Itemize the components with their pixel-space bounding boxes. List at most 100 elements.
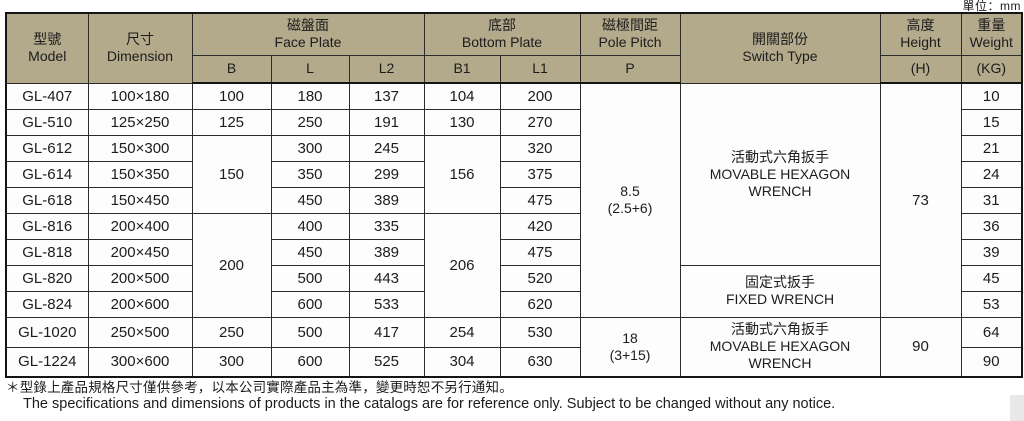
cell-l1: 620 [499, 290, 581, 318]
cell-kg: 24 [960, 160, 1023, 188]
header-face-plate: 磁盤面 Face Plate [191, 12, 425, 56]
cell-p: 18 (3+15) [579, 316, 681, 378]
cell-l: 500 [270, 316, 350, 348]
subheader-h: (H) [879, 54, 962, 84]
cell-kg: 64 [960, 316, 1023, 348]
cell-b: 200 [191, 212, 272, 318]
unit-label: 單位：mm [962, 0, 1021, 13]
cell-l: 600 [270, 290, 350, 318]
table-row: GL-820 200×500 500 443 520 固定式扳手 FIXED WRENCH 4… [5, 264, 1023, 318]
header-bottom-plate: 底部 Bottom Plate [423, 12, 581, 56]
subheader-p: P [579, 54, 681, 84]
table-row: GL-1224 300×600 300 600 525 304 630 90 [5, 346, 1023, 378]
cell-model: GL-1020 [5, 316, 89, 348]
header-height: 高度 Height [879, 12, 962, 56]
cell-l: 400 [270, 212, 350, 240]
cell-l2: 533 [348, 290, 425, 318]
cell-l1: 375 [499, 160, 581, 188]
table-row: GL-612 150×300 150 300 245 156 320 21 [5, 134, 1023, 214]
cell-b: 150 [191, 134, 272, 214]
cell-kg: 10 [960, 82, 1023, 110]
cell-l1: 200 [499, 82, 581, 110]
cell-b: 100 [191, 82, 272, 110]
cell-b: 300 [191, 346, 272, 378]
cell-l: 250 [270, 108, 350, 136]
cell-dimension: 150×450 [87, 186, 193, 214]
cell-kg: 45 [960, 264, 1023, 292]
subheader-b1: B1 [423, 54, 501, 84]
cell-l1: 520 [499, 264, 581, 292]
cell-l1: 270 [499, 108, 581, 136]
header-pole-pitch: 磁極間距 Pole Pitch [579, 12, 681, 56]
cell-model: GL-407 [5, 82, 89, 110]
header-group-row: 型號 Model 尺寸 Dimension 磁盤面 Face Plate 底部 Bottom … [5, 12, 1023, 84]
subheader-b: B [191, 54, 272, 84]
cell-l1: 630 [499, 346, 581, 378]
table-row: GL-1020 250×500 250 500 417 254 530 18 (3+15) 活動式… [5, 316, 1023, 378]
cell-dimension: 150×350 [87, 160, 193, 188]
cell-b1: 304 [423, 346, 501, 378]
cell-l: 300 [270, 134, 350, 162]
cell-b: 125 [191, 108, 272, 136]
cell-switch: 固定式扳手 FIXED WRENCH [679, 264, 881, 318]
cell-l: 350 [270, 160, 350, 188]
cell-b1: 104 [423, 82, 501, 110]
table-row: GL-510 125×250 125 250 191 130 270 15 [5, 108, 1023, 136]
cell-dimension: 200×600 [87, 290, 193, 318]
cell-dimension: 200×450 [87, 238, 193, 266]
cell-l2: 137 [348, 82, 425, 110]
cell-b1: 254 [423, 316, 501, 348]
table-row: GL-824 200×600 600 533 620 53 [5, 290, 1023, 318]
cell-model: GL-818 [5, 238, 89, 266]
header-dimension: 尺寸 Dimension [87, 12, 193, 84]
cell-model: GL-510 [5, 108, 89, 136]
cell-model: GL-612 [5, 134, 89, 162]
cell-kg: 36 [960, 212, 1023, 240]
cell-l: 450 [270, 238, 350, 266]
cell-model: GL-824 [5, 290, 89, 318]
page-edge-shade [1010, 395, 1024, 421]
cell-l: 500 [270, 264, 350, 292]
footnote-zh: ＊型錄上產品規格尺寸僅供參考，以本公司實際產品主為準，變更時恕不另行通知。 [6, 380, 513, 395]
footnote-en: The specifications and dimensions of pro… [23, 396, 836, 412]
cell-dimension: 200×500 [87, 264, 193, 292]
cell-model: GL-816 [5, 212, 89, 240]
header-sub-row: B L L2 B1 L1 P (H) (KG) [6, 54, 1023, 84]
cell-l2: 335 [348, 212, 425, 240]
footnote: ＊型錄上產品規格尺寸僅供參考，以本公司實際產品主為準，變更時恕不另行通知。 Th… [6, 379, 1016, 413]
cell-l1: 475 [499, 238, 581, 266]
cell-l2: 245 [348, 134, 425, 162]
cell-dimension: 300×600 [87, 346, 193, 378]
cell-dimension: 100×180 [87, 82, 193, 110]
cell-l1: 530 [499, 316, 581, 348]
cell-kg: 90 [960, 346, 1023, 378]
cell-kg: 39 [960, 238, 1023, 266]
cell-l2: 443 [348, 264, 425, 292]
cell-l2: 191 [348, 108, 425, 136]
subheader-l1: L1 [499, 54, 581, 84]
cell-kg: 53 [960, 290, 1023, 318]
cell-kg: 21 [960, 134, 1023, 162]
spec-table: 型號 Model 尺寸 Dimension 磁盤面 Face Plate 底部 Bottom … [5, 12, 1023, 378]
cell-l2: 525 [348, 346, 425, 378]
cell-h: 73 [879, 82, 962, 318]
cell-model: GL-820 [5, 264, 89, 292]
cell-switch: 活動式六角扳手 MOVABLE HEXAGON WRENCH [679, 82, 881, 266]
spec-table-body: GL-407 100×180 100 180 137 104 200 8.5 (2.5+6) 活動… [5, 82, 1023, 378]
table-row: GL-818 200×450 450 389 475 39 [5, 238, 1023, 266]
cell-l: 600 [270, 346, 350, 378]
spec-table-header: 型號 Model 尺寸 Dimension 磁盤面 Face Plate 底部 Bottom … [5, 12, 1023, 84]
cell-l2: 299 [348, 160, 425, 188]
header-model: 型號 Model [5, 12, 89, 84]
cell-l1: 420 [499, 212, 581, 240]
cell-l1: 475 [499, 186, 581, 214]
subheader-kg: (KG) [960, 54, 1023, 84]
table-row: GL-407 100×180 100 180 137 104 200 8.5 (2.5+6) 活動… [5, 82, 1023, 318]
cell-h: 90 [879, 316, 962, 378]
table-row: GL-614 150×350 350 299 375 24 [5, 160, 1023, 188]
subheader-l2: L2 [348, 54, 425, 84]
cell-l: 450 [270, 186, 350, 214]
cell-b1: 130 [423, 108, 501, 136]
cell-switch: 活動式六角扳手 MOVABLE HEXAGON WRENCH [679, 316, 881, 378]
cell-dimension: 200×400 [87, 212, 193, 240]
